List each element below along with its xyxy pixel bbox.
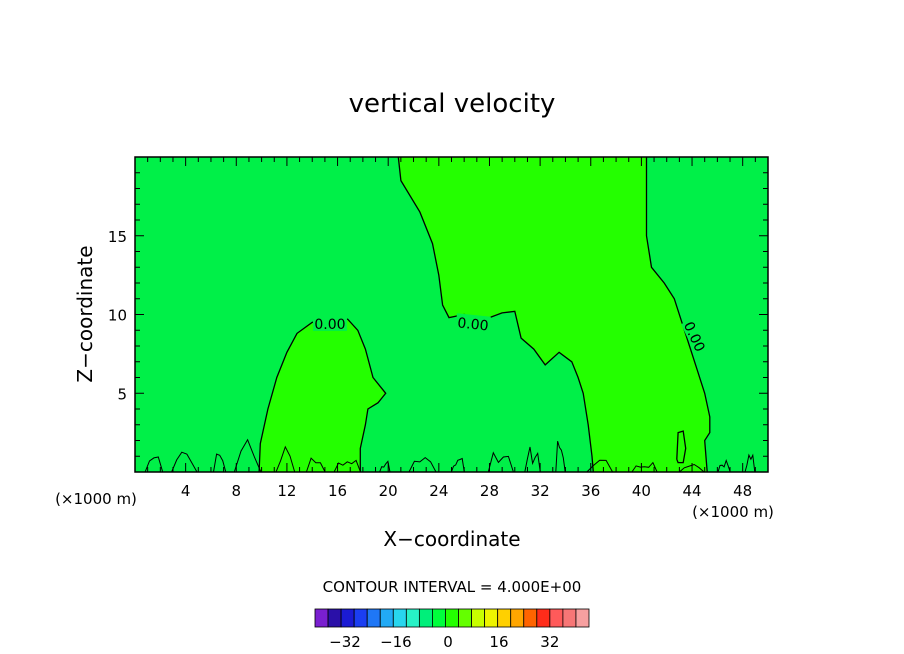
surface-contour [305,457,326,473]
colorbar-swatch [366,608,381,628]
y-tick-label: 15 [108,228,127,246]
colorbar-swatch [471,608,486,628]
x-tick-label: 32 [531,482,550,500]
surface-contour [144,456,164,473]
y-tick-label: 10 [108,307,127,325]
x-unit-label-left: (×1000 m) [55,490,137,508]
colorbar-swatch [497,608,512,628]
colorbar-swatch [575,608,590,628]
colorbar-swatch [353,608,368,628]
x-axis-label: X−coordinate [383,527,520,551]
surface-contour [631,461,658,473]
updraft-fill-left [259,317,386,472]
x-tick-label: 20 [379,482,398,500]
x-tick-label: 36 [581,482,600,500]
surface-contour [408,456,437,473]
colorbar-swatch [445,608,459,628]
colorbar-swatch [418,608,433,628]
x-tick-label: 40 [632,482,651,500]
x-tick-label: 8 [232,482,242,500]
surface-contour [233,438,262,473]
updraft-fills [259,157,710,472]
colorbar-swatch [379,608,394,628]
surface-contour [213,453,227,473]
contour-label: 0.00 [314,317,345,333]
x-tick-label: 24 [429,482,448,500]
colorbar-swatch [314,608,329,628]
surface-contour [171,451,198,473]
colorbar-swatch [510,608,525,628]
contour-line-small-cell [676,430,687,464]
colorbar-tick-label: 16 [489,633,508,651]
contour-line-updraft-right [397,156,594,473]
y-axis-ticks: 5 10 15 [108,172,768,457]
colorbar-swatch [562,608,577,628]
surface-contour [524,446,541,473]
colorbar-swatch [392,608,407,628]
surface-contour [555,440,566,473]
colorbar-tick-labels: −32 −16 0 16 32 [329,633,559,651]
colorbar-swatch [549,608,564,628]
x-tick-label: 12 [277,482,296,500]
colorbar-tick-label: 32 [540,633,559,651]
y-tick-label: 5 [117,385,127,403]
surface-contours [144,438,756,473]
surface-contour [487,451,514,473]
x-axis-ticks: 4 8 12 16 20 24 28 32 36 40 44 48 [147,157,756,500]
contour-label-bg [681,317,710,355]
contour-label-bg [455,313,491,333]
colorbar-tick-label: −16 [380,633,412,651]
colorbar-swatch [405,608,420,628]
x-tick-label: 44 [682,482,701,500]
contour-label-bg [312,314,347,331]
colorbar-swatch [458,608,472,628]
y-axis-label: Z−coordinate [73,245,97,382]
x-tick-label: 16 [328,482,347,500]
x-unit-label-right: (×1000 m) [692,503,774,521]
contour-line-right-boundary [645,157,711,473]
updraft-fill-right [398,157,710,472]
surface-contour [450,457,465,473]
contour-line-updraft-left [258,316,387,473]
x-tick-label: 48 [733,482,752,500]
colorbar [314,608,590,628]
colorbar-swatch [432,608,446,628]
colorbar-swatch [523,608,538,628]
colorbar-tick-label: 0 [443,633,453,651]
x-tick-label: 28 [480,482,499,500]
colorbar-swatch [327,608,342,628]
x-tick-label: 4 [181,482,191,500]
surface-contour [275,445,296,473]
contour-label: 0.00 [457,315,490,334]
colorbar-tick-label: −32 [329,633,361,651]
contour-lines [258,156,711,473]
chart-title: vertical velocity [349,89,556,119]
plot-area: 0.00 0.00 0.00 [134,156,769,473]
colorbar-swatch [484,608,499,628]
contour-interval-label: CONTOUR INTERVAL = 4.000E+00 [323,578,582,596]
surface-contour [744,453,756,473]
colorbar-swatch [536,608,551,628]
colorbar-swatch [340,608,355,628]
surface-contour [333,459,361,473]
surface-contour [717,458,731,473]
